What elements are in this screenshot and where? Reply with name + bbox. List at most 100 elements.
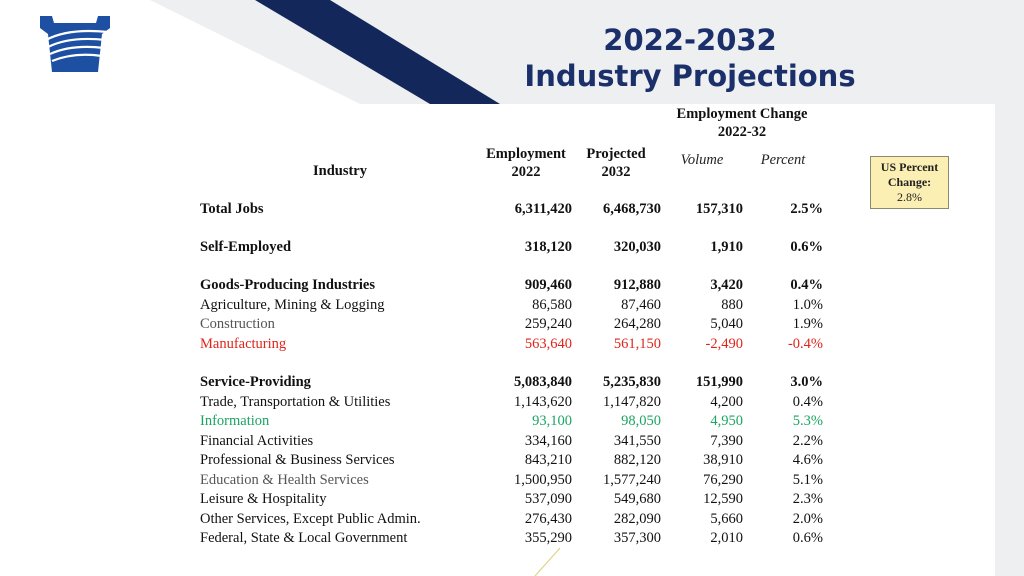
row-volume: 7,390 [710,433,743,449]
row-employment-2022: 6,311,420 [514,201,572,217]
row-label: Service-Providing [200,374,311,390]
row-label: Federal, State & Local Government [200,530,408,546]
row-percent: 4.6% [792,452,823,468]
table-row-education-health: Education & Health Services 1,500,950 1,… [200,471,826,491]
row-volume: 1,910 [710,239,743,255]
table-row-service-providing: Service-Providing 5,083,840 5,235,830 15… [200,373,826,393]
row-label: Manufacturing [200,336,287,352]
row-employment-2022: 355,290 [524,530,572,546]
header-change-line1: Employment Change [676,106,808,122]
row-projected-2032: 282,090 [613,511,661,527]
row-projected-2032: 357,300 [613,530,661,546]
row-percent: -0.4% [787,336,823,352]
page-title: 2022-2032 Industry Projections [520,22,860,94]
header-employment-line2: 2022 [511,164,541,180]
row-label: Construction [200,316,275,332]
row-percent: 1.9% [792,316,823,332]
row-projected-2032: 561,150 [613,336,661,352]
table-row-self-employed: Self-Employed 318,120 320,030 1,910 0.6% [200,238,826,258]
row-label: Trade, Transportation & Utilities [200,394,391,410]
row-percent: 3.0% [790,374,823,390]
row-percent: 0.6% [792,530,823,546]
row-label: Financial Activities [200,433,314,449]
row-percent: 2.2% [792,433,823,449]
header-volume: Volume [680,152,724,168]
row-volume: 5,040 [710,316,743,332]
table-row-agriculture: Agriculture, Mining & Logging 86,580 87,… [200,296,826,316]
row-label: Other Services, Except Public Admin. [200,511,421,527]
row-volume: 4,950 [710,413,743,429]
header-projected-line2: 2032 [601,164,631,180]
row-percent: 1.0% [792,297,823,313]
row-label: Leisure & Hospitality [200,491,327,507]
us-box-value: 2.8% [897,190,922,204]
title-line-2: Industry Projections [524,59,856,93]
row-employment-2022: 86,580 [532,297,572,313]
row-volume: 157,310 [695,201,743,217]
header-employment-line1: Employment [486,146,566,162]
row-volume: 4,200 [710,394,743,410]
table-row-leisure-hospitality: Leisure & Hospitality 537,090 549,680 12… [200,490,826,510]
row-percent: 2.5% [790,201,823,217]
row-employment-2022: 259,240 [524,316,572,332]
row-employment-2022: 5,083,840 [514,374,572,390]
row-volume: 5,660 [710,511,743,527]
table-row-professional-business: Professional & Business Services 843,210… [200,451,826,471]
table-row-other-services: Other Services, Except Public Admin. 276… [200,510,826,530]
table-row-trade-transportation: Trade, Transportation & Utilities 1,143,… [200,393,826,413]
row-volume: 38,910 [703,452,743,468]
row-projected-2032: 1,577,240 [603,472,661,488]
row-projected-2032: 264,280 [613,316,661,332]
row-projected-2032: 549,680 [613,491,661,507]
row-employment-2022: 93,100 [532,413,572,429]
row-projected-2032: 882,120 [613,452,661,468]
row-percent: 0.4% [792,394,823,410]
header-percent: Percent [760,152,806,168]
row-volume: 151,990 [695,374,743,390]
us-box-line1: US Percent [880,160,939,174]
row-label: Professional & Business Services [200,452,395,468]
table-row-manufacturing: Manufacturing 563,640 561,150 -2,490 -0.… [200,335,826,355]
row-volume: 76,290 [703,472,743,488]
title-line-1: 2022-2032 [603,23,777,57]
row-percent: 5.1% [792,472,823,488]
row-percent: 2.3% [792,491,823,507]
row-percent: 5.3% [792,413,823,429]
row-employment-2022: 334,160 [524,433,572,449]
row-volume: 2,010 [710,530,743,546]
row-projected-2032: 341,550 [613,433,661,449]
table-row-total-jobs: Total Jobs 6,311,420 6,468,730 157,310 2… [200,200,826,220]
row-projected-2032: 1,147,820 [603,394,661,410]
row-percent: 2.0% [792,511,823,527]
row-label: Goods-Producing Industries [200,277,375,293]
row-label: Self-Employed [200,239,292,255]
keystone-logo [40,16,110,72]
row-label: Information [200,413,270,429]
row-employment-2022: 1,143,620 [514,394,572,410]
row-employment-2022: 1,500,950 [514,472,572,488]
row-projected-2032: 87,460 [621,297,661,313]
row-volume: 880 [721,297,743,313]
row-employment-2022: 318,120 [524,239,572,255]
header-employment-2022: Employment 2022 [480,145,572,181]
row-volume: 12,590 [703,491,743,507]
header-projected-line1: Projected [586,146,646,162]
header-projected-2032: Projected 2032 [576,145,656,181]
row-label: Education & Health Services [200,472,369,488]
table-row-goods-producing: Goods-Producing Industries 909,460 912,8… [200,276,826,296]
row-projected-2032: 98,050 [621,413,661,429]
row-projected-2032: 320,030 [613,239,661,255]
row-projected-2032: 6,468,730 [603,201,661,217]
us-percent-change-box: US Percent Change: 2.8% [870,156,949,209]
row-percent: 0.6% [790,239,823,255]
row-employment-2022: 276,430 [524,511,572,527]
row-volume: -2,490 [705,336,743,352]
row-employment-2022: 563,640 [524,336,572,352]
row-employment-2022: 537,090 [524,491,572,507]
row-volume: 3,420 [710,277,743,293]
row-percent: 0.4% [790,277,823,293]
table-row-information: Information 93,100 98,050 4,950 5.3% [200,412,826,432]
header-employment-change: Employment Change 2022-32 [662,105,822,141]
row-label: Agriculture, Mining & Logging [200,297,385,313]
